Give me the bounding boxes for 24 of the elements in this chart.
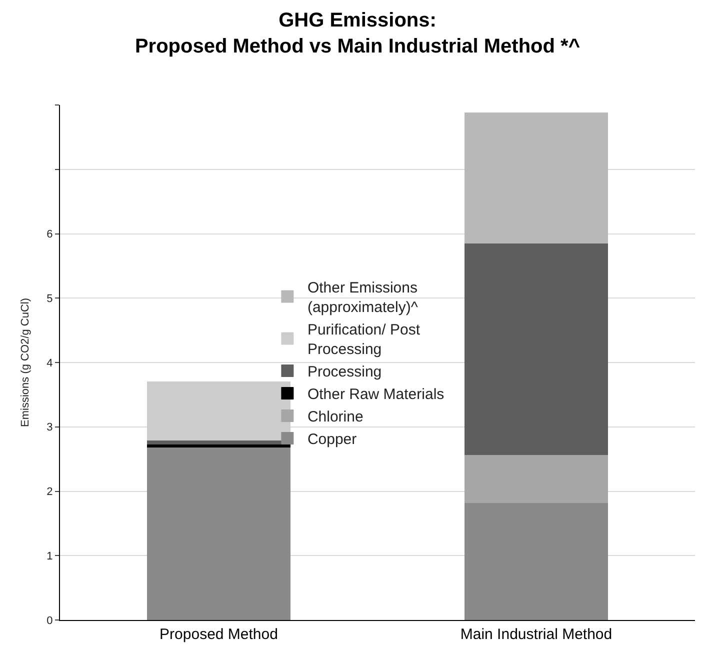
legend-label: Other Emissions (approximately)^ [307, 280, 418, 316]
bar [464, 454, 608, 504]
legend-label: Copper [307, 431, 357, 448]
x-tick-label: Main Industrial Method [460, 626, 612, 643]
y-tick-label: 1 [46, 550, 53, 562]
legend-label: Processing [307, 364, 382, 381]
bar [464, 502, 608, 620]
y-tick-label: 2 [46, 486, 53, 498]
bar [147, 444, 290, 448]
y-tick-label: 0 [46, 614, 53, 627]
y-tick-label: 6 [46, 228, 53, 241]
y-tick-label: 4 [46, 357, 53, 370]
legend-label: Purification/ Post Processing [307, 322, 421, 358]
bar [147, 447, 290, 620]
x-tick-label: Proposed Method [160, 626, 278, 643]
chart-title: GHG Emissions: Proposed Method vs Main Industrial Method *^ [134, 9, 580, 58]
y-axis-title: Emissions (g CO2/g CuCl) [19, 298, 32, 427]
y-tick-label: 3 [46, 422, 53, 434]
bar [147, 382, 290, 441]
legend-label: Other Raw Materials [307, 386, 444, 404]
legend-label: Chlorine [307, 408, 364, 426]
y-tick-label: 5 [46, 292, 53, 305]
bar [464, 243, 608, 455]
bar [464, 112, 608, 244]
